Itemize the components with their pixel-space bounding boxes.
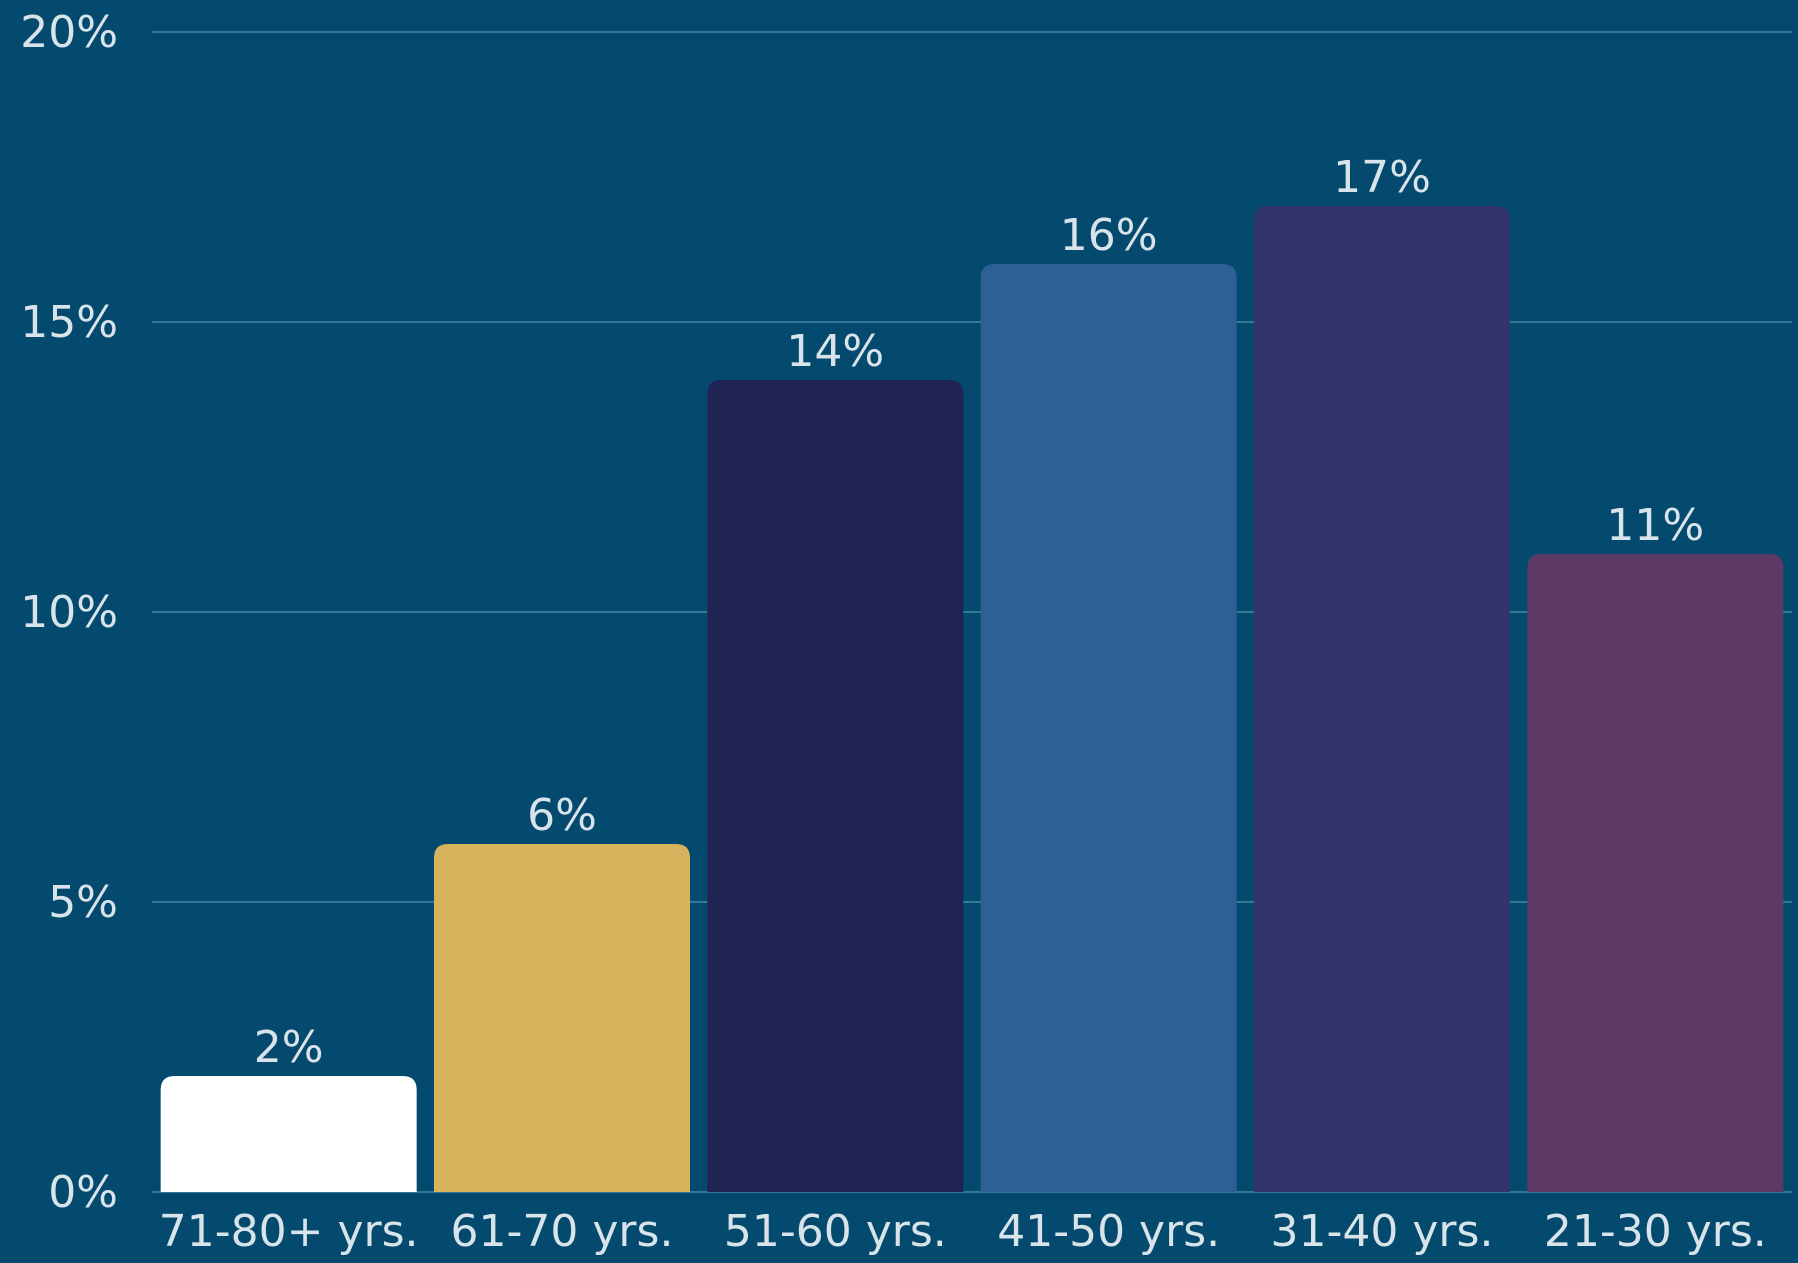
x-axis-categories: 71-80+ yrs. 61-70 yrs. 51-60 yrs. 41-50 yrs…	[159, 1206, 1767, 1257]
x-category-label: 21-30 yrs.	[1544, 1206, 1767, 1257]
x-category-label: 41-50 yrs.	[997, 1206, 1220, 1257]
bar	[1527, 554, 1784, 1192]
bar-value-label: 2%	[254, 1022, 324, 1073]
x-category-label: 61-70 yrs.	[451, 1206, 674, 1257]
y-tick-label: 5%	[48, 877, 118, 928]
bar	[434, 844, 690, 1192]
bar-value-label: 14%	[786, 326, 884, 377]
gridlines	[152, 31, 1792, 1193]
y-tick-label: 20%	[20, 7, 118, 58]
bar-value-label: 16%	[1060, 210, 1158, 261]
y-tick-label: 10%	[20, 587, 118, 638]
y-tick-label: 15%	[20, 297, 118, 348]
bars	[160, 206, 1784, 1192]
y-tick-label: 0%	[48, 1167, 118, 1218]
x-category-label: 31-40 yrs.	[1271, 1206, 1494, 1257]
bar-value-label: 17%	[1333, 152, 1431, 203]
x-category-label: 71-80+ yrs.	[159, 1206, 419, 1257]
bar	[1254, 206, 1510, 1192]
x-category-label: 51-60 yrs.	[724, 1206, 947, 1257]
y-axis-ticks: 0% 5% 10% 15% 20%	[20, 7, 118, 1218]
data-labels: 2% 6% 14% 16% 17% 11%	[254, 152, 1704, 1073]
bar	[980, 264, 1237, 1192]
bar-value-label: 6%	[527, 790, 597, 841]
bar	[160, 1076, 417, 1192]
bar-value-label: 11%	[1606, 500, 1704, 551]
bar	[707, 380, 964, 1192]
